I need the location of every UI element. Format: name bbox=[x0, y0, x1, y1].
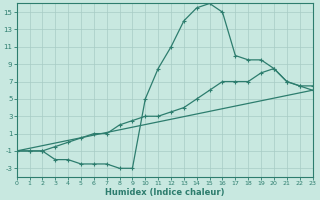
X-axis label: Humidex (Indice chaleur): Humidex (Indice chaleur) bbox=[105, 188, 224, 197]
